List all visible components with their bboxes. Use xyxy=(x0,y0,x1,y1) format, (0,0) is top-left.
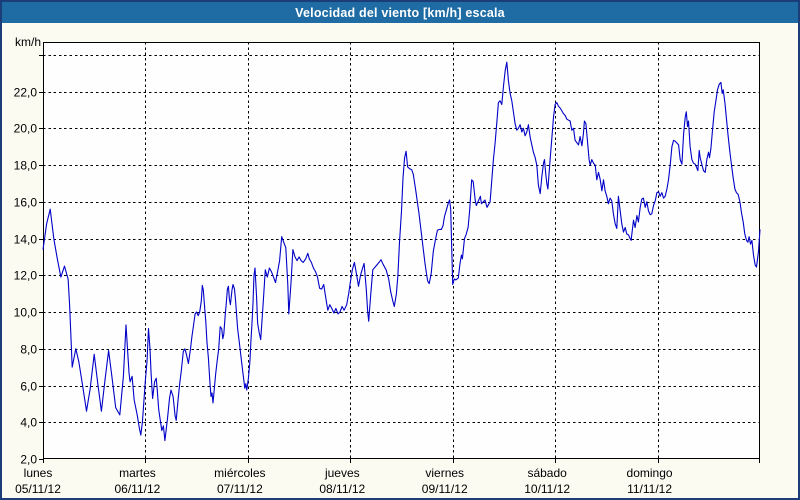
y-tick-label: 16,0 xyxy=(14,196,38,210)
x-date-label: 06/11/12 xyxy=(115,482,161,496)
x-date-label: 11/11/12 xyxy=(627,482,672,496)
x-date-label: 08/11/12 xyxy=(319,482,365,496)
x-day-name-label: sábado xyxy=(527,466,567,480)
x-date-label: 10/11/12 xyxy=(524,482,570,496)
x-day-name-label: martes xyxy=(119,466,156,480)
x-date-label: 05/11/12 xyxy=(15,482,61,496)
y-tick-label: 18,0 xyxy=(14,159,38,173)
wind-speed-line xyxy=(42,61,761,442)
x-day-name-label: jueves xyxy=(324,466,360,480)
x-day-name-label: domingo xyxy=(627,466,673,480)
y-tick-label: 20,0 xyxy=(14,122,38,136)
x-day-name-label: miércoles xyxy=(214,466,265,480)
plot-area xyxy=(43,42,760,459)
y-tick-label: 12,0 xyxy=(14,269,38,283)
y-axis-unit-label: km/h xyxy=(14,35,41,49)
plot-frame xyxy=(43,42,760,459)
y-tick-label: 14,0 xyxy=(14,233,38,247)
x-day-name-label: lunes xyxy=(24,466,53,480)
x-date-label: 07/11/12 xyxy=(217,482,263,496)
y-tick-label: 8,0 xyxy=(20,343,37,357)
x-day-name-label: viernes xyxy=(425,466,464,480)
y-tick-label: 4,0 xyxy=(20,416,37,430)
y-tick-label: 10,0 xyxy=(14,306,38,320)
window-title: Velocidad del viento [km/h] escala xyxy=(295,5,505,20)
y-tick-label: 6,0 xyxy=(20,380,37,394)
window-titlebar: Velocidad del viento [km/h] escala xyxy=(2,2,798,23)
y-tick-label: 2,0 xyxy=(20,453,37,467)
x-date-label: 09/11/12 xyxy=(422,482,468,496)
y-tick-label: 22,0 xyxy=(14,86,38,100)
